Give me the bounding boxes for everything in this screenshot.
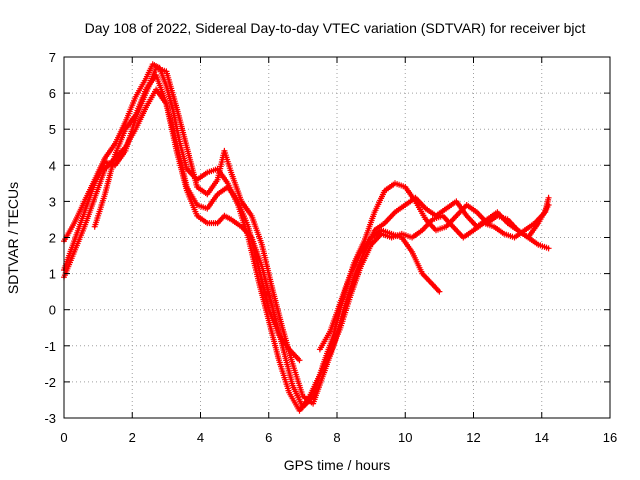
y-tick-labels: -3 -2 -1 0 1 2 3 4 5 6 7 — [44, 50, 56, 426]
x-tick-label: 12 — [466, 430, 480, 445]
x-tick-label: 6 — [265, 430, 272, 445]
y-tick-label: 6 — [49, 86, 56, 101]
y-tick-label: -1 — [44, 339, 56, 354]
y-tick-label: 1 — [49, 267, 56, 282]
x-tick-label: 4 — [197, 430, 204, 445]
satellite-track-2 — [61, 86, 552, 411]
y-axis-label: SDTVAR / TECUs — [5, 182, 21, 294]
y-tick-label: 4 — [49, 158, 56, 173]
axis-ticks — [63, 56, 611, 419]
y-tick-label: 2 — [49, 231, 56, 246]
satellite-track-4 — [91, 72, 303, 364]
satellite-track-5 — [316, 227, 443, 353]
x-tick-labels: 0 2 4 6 8 10 12 14 16 — [60, 430, 617, 445]
plus-markers — [91, 72, 303, 364]
x-tick-label: 8 — [333, 430, 340, 445]
chart-title: Day 108 of 2022, Sidereal Day-to-day VTE… — [85, 20, 586, 36]
y-tick-label: 5 — [49, 122, 56, 137]
plus-markers — [316, 227, 443, 353]
y-tick-label: 3 — [49, 194, 56, 209]
x-tick-label: 14 — [535, 430, 549, 445]
x-tick-label: 2 — [129, 430, 136, 445]
y-tick-label: -3 — [44, 411, 56, 426]
y-tick-label: 0 — [49, 303, 56, 318]
x-axis-label: GPS time / hours — [284, 457, 391, 473]
y-tick-label: -2 — [44, 375, 56, 390]
x-tick-label: 10 — [398, 430, 412, 445]
y-tick-label: 7 — [49, 50, 56, 65]
x-tick-label: 0 — [60, 430, 67, 445]
x-tick-label: 16 — [603, 430, 617, 445]
